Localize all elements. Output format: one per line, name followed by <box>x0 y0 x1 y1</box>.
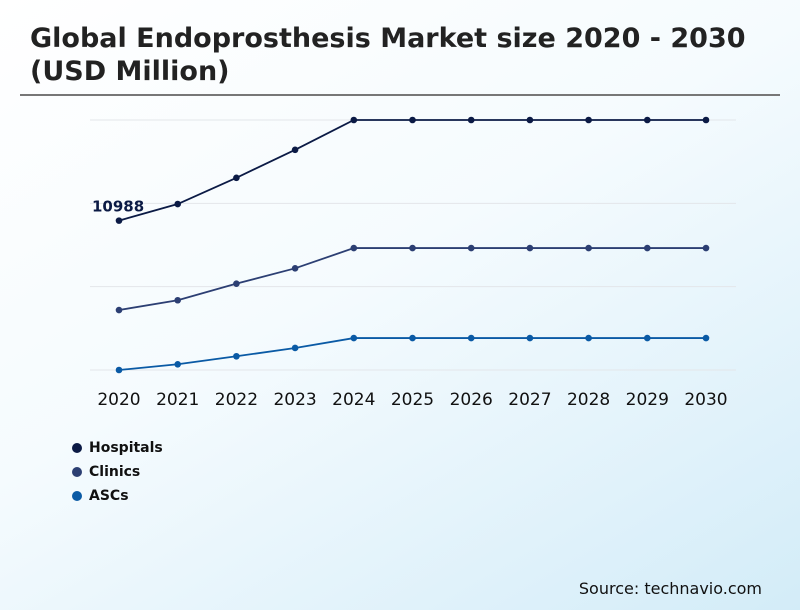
x-tick-label: 2029 <box>626 390 669 410</box>
data-point-ascs <box>409 334 416 342</box>
data-point-hospitals <box>644 116 651 124</box>
series-line-ascs <box>118 337 706 371</box>
legend-marker-icon <box>72 467 82 477</box>
data-label: 10988 <box>92 198 144 216</box>
x-tick-label: 2025 <box>391 390 434 410</box>
legend-marker-icon <box>72 491 82 501</box>
data-point-clinics <box>233 280 240 287</box>
legend-item-hospitals: Hospitals <box>72 436 163 460</box>
x-tick-label: 2023 <box>273 390 316 410</box>
data-point-ascs <box>702 334 710 342</box>
data-point-hospitals <box>291 146 299 154</box>
data-point-ascs <box>174 360 181 368</box>
data-point-hospitals <box>233 174 240 182</box>
legend-item-clinics: Clinics <box>72 460 163 484</box>
data-point-clinics <box>526 244 534 252</box>
x-tick-label: 2024 <box>332 390 375 410</box>
source-note: Source: technavio.com <box>578 579 762 598</box>
chart-title: Global Endoprosthesis Market size 2020 -… <box>30 23 746 87</box>
legend-label: ASCs <box>89 488 129 504</box>
data-point-clinics <box>174 296 181 304</box>
x-tick-label: 2022 <box>215 390 258 410</box>
x-tick-label: 2021 <box>156 390 199 410</box>
data-point-hospitals <box>174 200 181 208</box>
legend: Hospitals Clinics ASCs <box>72 436 163 508</box>
data-point-hospitals <box>350 116 358 124</box>
data-point-ascs <box>350 334 358 342</box>
title-divider <box>20 94 780 96</box>
x-tick-label: 2028 <box>567 390 610 410</box>
data-point-ascs <box>467 334 475 342</box>
x-tick-label: 2026 <box>450 390 493 410</box>
data-point-ascs <box>233 352 240 360</box>
data-point-ascs <box>291 344 299 352</box>
series-line-hospitals <box>118 119 706 222</box>
data-point-ascs <box>585 334 592 342</box>
data-point-ascs <box>115 366 123 374</box>
series-line-clinics <box>118 247 706 311</box>
data-point-clinics <box>467 244 475 252</box>
data-point-hospitals <box>115 217 123 224</box>
data-point-hospitals <box>526 116 534 124</box>
x-tick-label: 2020 <box>97 390 140 410</box>
data-point-clinics <box>702 244 710 252</box>
data-point-clinics <box>115 306 123 314</box>
x-tick-label: 2030 <box>684 390 727 410</box>
legend-marker-icon <box>72 443 82 453</box>
x-tick-label: 2027 <box>508 390 551 410</box>
legend-item-ascs: ASCs <box>72 484 163 508</box>
data-point-clinics <box>585 244 592 252</box>
data-point-hospitals <box>585 116 592 124</box>
legend-label: Hospitals <box>89 440 163 456</box>
data-point-hospitals <box>409 116 416 124</box>
data-point-hospitals <box>467 116 475 124</box>
legend-label: Clinics <box>89 464 141 480</box>
data-point-ascs <box>526 334 534 342</box>
data-point-clinics <box>350 244 358 252</box>
data-point-clinics <box>644 244 651 252</box>
data-point-clinics <box>409 244 416 252</box>
data-point-ascs <box>644 334 651 342</box>
data-point-clinics <box>291 265 299 272</box>
data-point-hospitals <box>702 116 710 124</box>
